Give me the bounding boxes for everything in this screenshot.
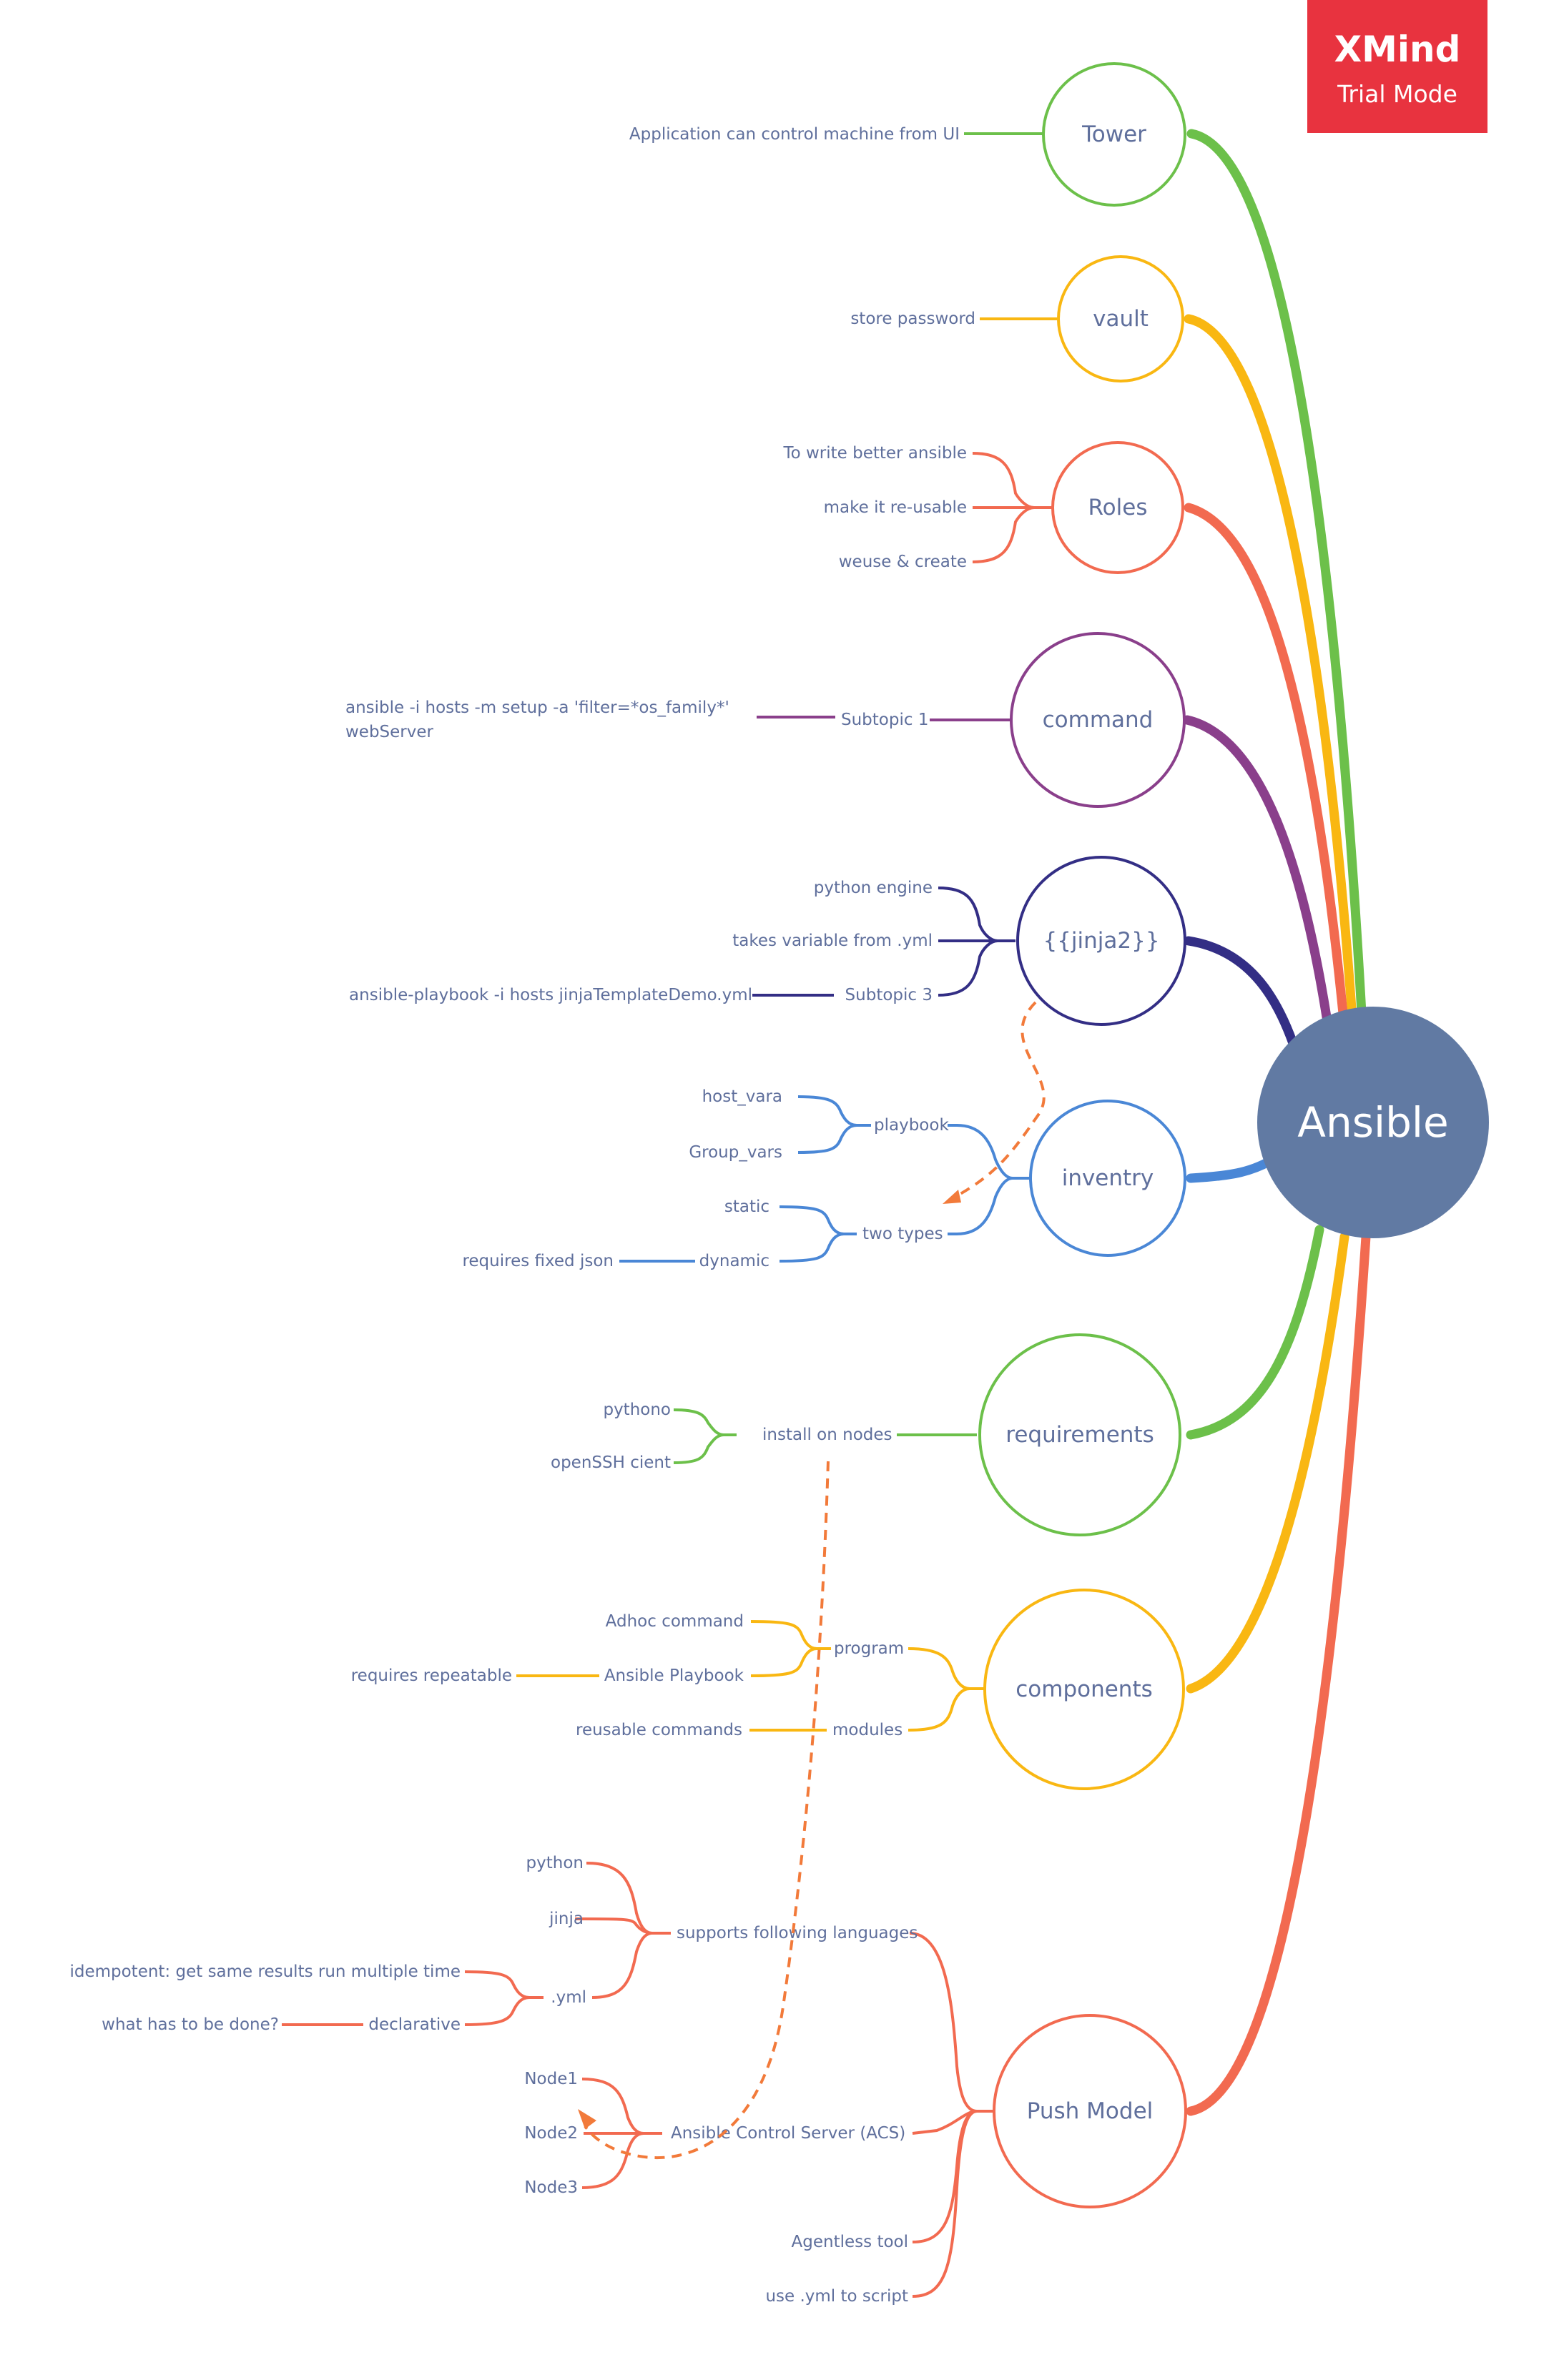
tower-circle	[1042, 62, 1186, 207]
branch-roles	[1184, 503, 1357, 1113]
push-child-node2[interactable]: Node2	[524, 2124, 578, 2143]
components-child-repeatable[interactable]: requires repeatable	[351, 1667, 512, 1685]
roles-child-reuse[interactable]: weuse & create	[839, 553, 967, 571]
requirements-circle	[978, 1333, 1181, 1536]
branch-push	[1186, 1232, 1371, 2116]
command-child-setup-line1[interactable]: ansible -i hosts -m setup -a 'filter=*os…	[345, 698, 729, 717]
jinja-child-subtopic[interactable]: Subtopic 3	[845, 986, 933, 1004]
relationship-jinja-two-types	[947, 1001, 1046, 1203]
requirements-child-python[interactable]: pythono	[603, 1401, 671, 1419]
roles-label: Roles	[1088, 495, 1148, 520]
branch-requirements	[1186, 1225, 1324, 1440]
components-child-program[interactable]: program	[834, 1639, 904, 1658]
inventory-child-json[interactable]: requires fixed json	[462, 1252, 614, 1270]
topic-requirements[interactable]: requirements install on nodes pythono op…	[551, 1333, 1181, 1536]
topic-command[interactable]: command Subtopic 1 ansible -i hosts -m s…	[345, 632, 1186, 808]
components-child-playbook[interactable]: Ansible Playbook	[604, 1667, 744, 1685]
jinja-child-engine[interactable]: python engine	[814, 879, 933, 897]
command-child-subtopic[interactable]: Subtopic 1	[841, 711, 928, 729]
inventory-child-group-vars[interactable]: Group_vars	[689, 1143, 782, 1162]
jinja-child-playbook-cmd[interactable]: ansible-playbook -i hosts jinjaTemplateD…	[349, 986, 752, 1004]
requirements-label: requirements	[1005, 1422, 1154, 1448]
tower-child-app[interactable]: Application can control machine from UI	[629, 125, 960, 144]
relationship-arrowhead-2	[578, 2109, 596, 2129]
topic-inventory[interactable]: inventry playbook host_vara Group_vars t…	[462, 1087, 1186, 1270]
vault-circle	[1057, 255, 1184, 382]
topic-roles[interactable]: Roles To write better ansible make it re…	[782, 441, 1184, 574]
push-label: Push Model	[1027, 2098, 1154, 2124]
components-circle	[983, 1589, 1185, 1790]
push-child-what[interactable]: what has to be done?	[102, 2015, 279, 2034]
vault-label: vault	[1093, 306, 1149, 332]
branch-components	[1186, 1232, 1349, 1694]
topic-push[interactable]: Push Model supports following languages …	[69, 1854, 1187, 2306]
components-child-reusable[interactable]: reusable commands	[576, 1721, 742, 1739]
push-child-yml-script[interactable]: use .yml to script	[765, 2287, 908, 2306]
topic-tower[interactable]: Tower Application can control machine fr…	[629, 62, 1186, 207]
push-child-idempotent[interactable]: idempotent: get same results run multipl…	[69, 1962, 461, 1981]
components-label: components	[1015, 1677, 1153, 1702]
badge-title: XMind	[1334, 29, 1461, 70]
command-label: command	[1043, 707, 1154, 733]
push-child-declarative[interactable]: declarative	[368, 2015, 461, 2034]
relationship-install-node2	[584, 1461, 830, 2160]
components-child-modules[interactable]: modules	[832, 1721, 903, 1739]
topic-components[interactable]: components program Adhoc command Ansible…	[351, 1589, 1185, 1790]
tower-label: Tower	[1081, 122, 1146, 147]
command-child-setup-line2[interactable]: webServer	[345, 723, 434, 741]
push-child-acs[interactable]: Ansible Control Server (ACS)	[671, 2124, 905, 2143]
trial-mode-badge: XMind Trial Mode	[1307, 0, 1487, 133]
inventory-circle	[1029, 1100, 1186, 1257]
push-circle	[993, 2014, 1187, 2208]
central-circle	[1257, 1007, 1489, 1238]
command-circle	[1010, 632, 1186, 808]
jinja-circle	[1016, 856, 1186, 1026]
main-branches	[1182, 129, 1372, 2116]
inventory-child-two-types[interactable]: two types	[862, 1225, 943, 1243]
central-topic[interactable]: Ansible	[1257, 1007, 1489, 1238]
topic-vault[interactable]: vault store password	[850, 255, 1184, 382]
push-child-yml[interactable]: .yml	[551, 1988, 586, 2007]
topic-jinja[interactable]: {{jinja2}} python engine takes variable …	[349, 856, 1186, 1204]
branch-vault	[1184, 314, 1364, 1120]
badge-subtitle: Trial Mode	[1337, 80, 1457, 108]
branch-jinja	[1184, 936, 1303, 1063]
roles-circle	[1051, 441, 1184, 574]
branch-command	[1182, 715, 1342, 1099]
push-child-node1[interactable]: Node1	[524, 2070, 578, 2088]
vault-child-store[interactable]: store password	[850, 310, 975, 328]
components-child-adhoc[interactable]: Adhoc command	[606, 1612, 744, 1631]
push-child-node3[interactable]: Node3	[524, 2178, 578, 2197]
push-child-python[interactable]: python	[526, 1854, 584, 1872]
push-child-agentless[interactable]: Agentless tool	[792, 2233, 908, 2251]
inventory-child-dynamic[interactable]: dynamic	[699, 1252, 769, 1270]
roles-child-better[interactable]: To write better ansible	[782, 444, 967, 463]
central-label: Ansible	[1297, 1098, 1448, 1147]
requirements-child-ssh[interactable]: openSSH cient	[551, 1453, 671, 1472]
jinja-label: {{jinja2}}	[1043, 928, 1159, 954]
requirements-child-install[interactable]: install on nodes	[762, 1426, 892, 1444]
inventory-label: inventry	[1062, 1165, 1154, 1191]
push-child-jinja[interactable]: jinja	[549, 1910, 584, 1928]
inventory-child-playbook[interactable]: playbook	[874, 1116, 949, 1135]
jinja-child-takes[interactable]: takes variable from .yml	[732, 932, 933, 950]
inventory-child-static[interactable]: static	[724, 1198, 769, 1216]
branch-tower	[1186, 129, 1372, 1127]
push-child-languages[interactable]: supports following languages	[677, 1924, 918, 1942]
relationship-arrowhead-1	[943, 1190, 961, 1204]
inventory-child-host-vars[interactable]: host_vara	[702, 1087, 782, 1106]
roles-child-reusable[interactable]: make it re-usable	[824, 498, 967, 517]
